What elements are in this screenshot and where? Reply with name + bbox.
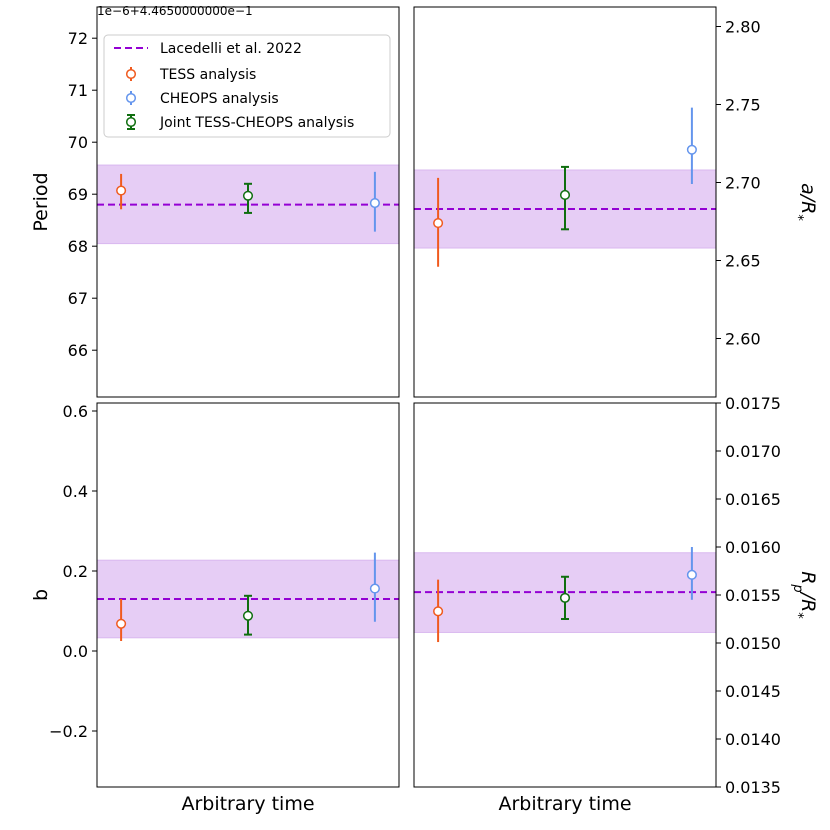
y-tick-label: 0.0135 (725, 778, 781, 797)
panel-frame (413, 6, 717, 398)
y-tick-label: 0.0175 (725, 394, 781, 413)
panel-rp_over_rstar: 0.0135 0.0140 0.0145 0.0150 0.0155 0.0160 0.01… (413, 394, 820, 815)
y-tick-label: 0.0160 (725, 538, 781, 557)
legend-box (103, 34, 391, 138)
y-tick-label: 0.6 (63, 402, 88, 421)
panel-a_over_rstar: 2.60 2.65 2.70 2.75 2.80 a/R* (413, 6, 820, 398)
y-axis-label: Period (30, 172, 52, 231)
legend-marker (125, 68, 137, 80)
y-axis-label: Rp/R* (791, 571, 820, 619)
y-tick-label: 68 (68, 237, 88, 256)
data-point-0 (116, 618, 127, 629)
y-tick-label: 0.0140 (725, 730, 781, 749)
y-tick-label: 0.2 (63, 562, 88, 581)
y-axis-label-sub: * (791, 214, 806, 221)
panel-b: −0.2 0.0 0.2 0.4 0.6 Arbitrary time b (30, 402, 400, 815)
y-axis-label-main: a/R (797, 183, 819, 214)
y-tick-label: 71 (68, 81, 88, 100)
y-axis-label-main: R (797, 571, 819, 584)
panel-frame (96, 402, 400, 788)
y-tick-label: 0.0170 (725, 442, 781, 461)
y-axis-label-sub: * (791, 612, 806, 619)
y-axis-label-sub-p: p (791, 583, 806, 592)
x-axis-label: Arbitrary time (181, 793, 314, 815)
legend-entry: Lacedelli et al. 2022 (160, 41, 302, 57)
y-tick-label: 2.60 (725, 330, 761, 349)
data-point-1 (242, 190, 254, 201)
legend-entry: TESS analysis (159, 67, 256, 83)
axis-offset-label: 1e−6+4.4650000000e−1 (97, 4, 253, 18)
y-tick-label: 0.4 (63, 482, 88, 501)
legend-entry: CHEOPS analysis (160, 91, 279, 107)
x-axis-label: Arbitrary time (498, 793, 631, 815)
y-tick-label: 0.0165 (725, 490, 781, 509)
data-point-1 (559, 189, 571, 201)
y-tick-label: 70 (68, 133, 88, 152)
legend-marker (125, 92, 137, 104)
legend: Lacedelli et al. 2022 TESS analysis CHEOPS… (103, 34, 391, 138)
data-point-0 (433, 606, 444, 617)
y-tick-label: 2.75 (725, 96, 761, 115)
y-tick-label: 67 (68, 289, 88, 308)
data-point-0 (433, 218, 444, 229)
y-axis-label-tail: /R (797, 591, 819, 613)
y-tick-label: 2.80 (725, 18, 761, 37)
y-tick-label: 0.0 (63, 642, 88, 661)
y-tick-label: 0.0155 (725, 586, 781, 605)
y-tick-label: 69 (68, 185, 88, 204)
data-point-2 (686, 569, 697, 580)
y-tick-label: −0.2 (49, 722, 88, 741)
y-axis-label: b (30, 589, 52, 601)
y-axis-label: a/R* (791, 183, 820, 221)
y-tick-label: 2.65 (725, 252, 761, 271)
panel-period: 66 67 68 69 70 71 72 1e−6+4.4650000000e−1 Period (30, 4, 400, 398)
data-point-2 (686, 144, 697, 155)
y-tick-label: 66 (68, 341, 88, 360)
y-tick-label: 72 (68, 29, 88, 48)
data-point-1 (242, 610, 254, 621)
legend-entry: Joint TESS-CHEOPS analysis (159, 115, 354, 131)
data-point-2 (369, 583, 380, 594)
y-tick-label: 0.0145 (725, 682, 781, 701)
legend-marker (125, 116, 137, 128)
y-tick-label: 2.70 (725, 174, 761, 193)
data-point-0 (116, 185, 127, 196)
y-tick-label: 0.0150 (725, 634, 781, 653)
data-point-1 (559, 592, 571, 603)
data-point-2 (369, 197, 380, 209)
panel-frame (96, 6, 400, 398)
